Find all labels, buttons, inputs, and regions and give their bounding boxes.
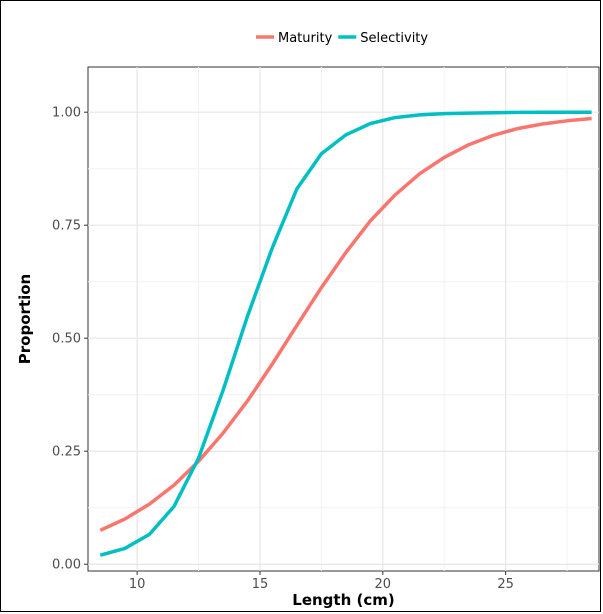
y-tick-label: 0.75 — [52, 219, 81, 234]
series-line-selectivity — [99, 110, 592, 557]
x-axis-title: Length (cm) — [292, 591, 394, 609]
series-line-maturity — [99, 116, 592, 532]
x-tick-label: 10 — [129, 577, 146, 592]
legend: Maturity Selectivity — [256, 31, 428, 46]
grid-major — [88, 67, 599, 571]
x-axis-ticks: 10 15 20 25 — [129, 571, 514, 592]
x-tick-label: 20 — [375, 577, 392, 592]
plot-panel — [87, 66, 600, 572]
series-lines — [99, 110, 592, 557]
legend-label-selectivity: Selectivity — [360, 31, 428, 46]
x-tick-label: 15 — [252, 577, 269, 592]
y-tick-label: 0.25 — [52, 445, 81, 460]
y-tick-label: 0.00 — [52, 558, 81, 573]
y-axis-title: Proportion — [16, 274, 34, 364]
y-axis-ticks: 0.00 0.25 0.50 0.75 1.00 — [52, 106, 88, 573]
legend-label-maturity: Maturity — [278, 31, 333, 46]
y-tick-label: 0.50 — [52, 332, 81, 347]
y-tick-label: 1.00 — [52, 106, 81, 121]
x-tick-label: 25 — [497, 577, 514, 592]
